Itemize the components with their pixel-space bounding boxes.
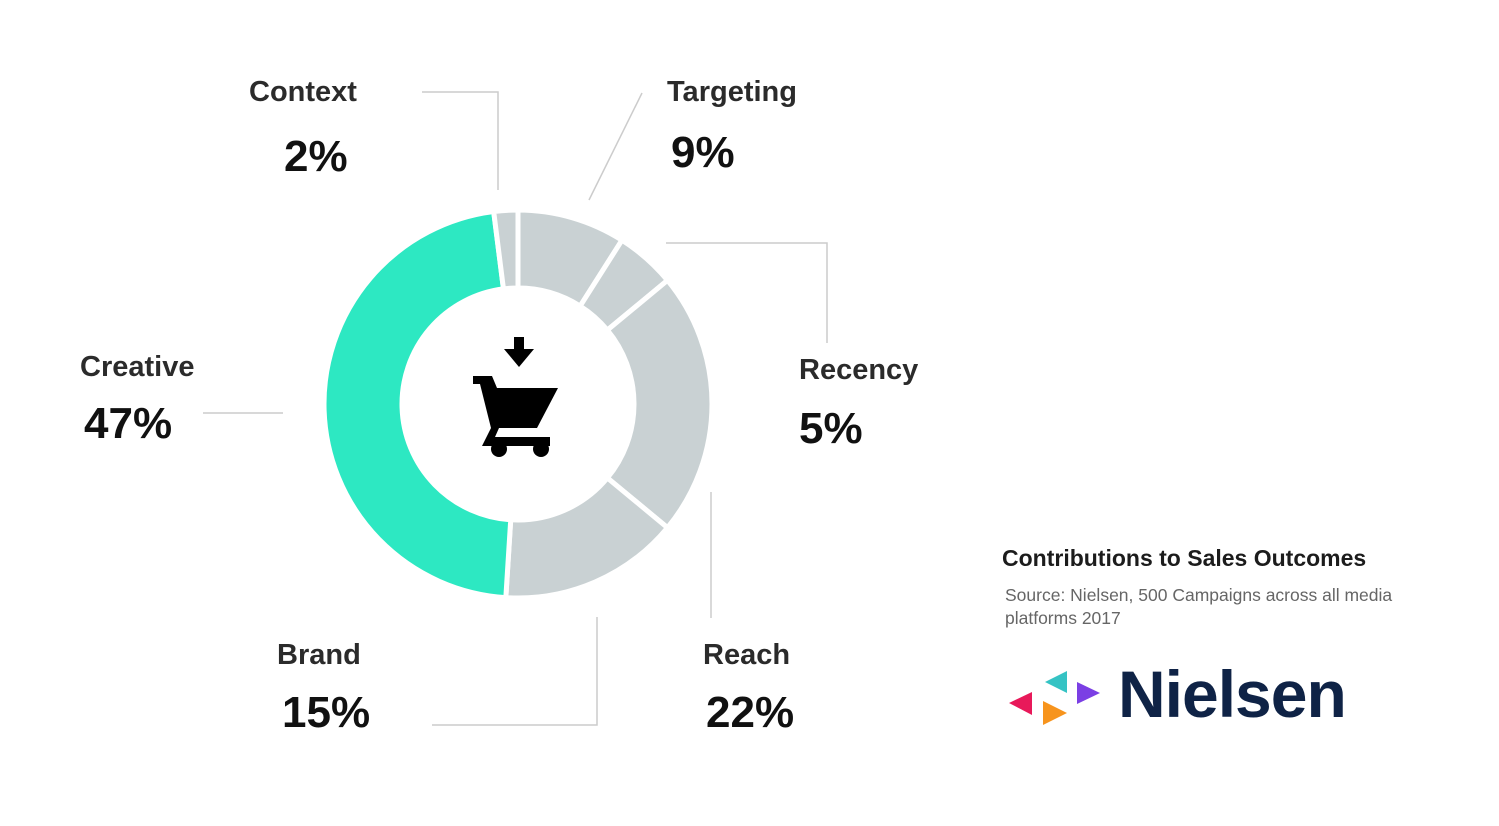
donut-slices bbox=[321, 207, 715, 601]
slice-reach bbox=[604, 277, 715, 531]
label-brand: Brand bbox=[277, 639, 361, 671]
label-creative: Creative bbox=[80, 351, 195, 383]
leader-line-brand bbox=[432, 617, 598, 726]
shopping-cart-add-icon bbox=[473, 337, 558, 457]
value-context: 2% bbox=[284, 132, 348, 181]
leader-line-targeting bbox=[588, 92, 643, 201]
logo-mark-purple bbox=[1077, 682, 1100, 704]
nielsen-logo-mark-icon bbox=[1009, 671, 1100, 725]
logo-mark-teal bbox=[1045, 671, 1067, 693]
chart-source: Source: Nielsen, 500 Campaigns across al… bbox=[1005, 585, 1393, 628]
label-reach: Reach bbox=[703, 639, 791, 671]
value-creative: 47% bbox=[84, 399, 173, 448]
label-context: Context bbox=[249, 76, 357, 108]
label-recency: Recency bbox=[799, 354, 919, 386]
leader-line-context bbox=[422, 91, 499, 190]
chart-title: Contributions to Sales Outcomes bbox=[1002, 545, 1367, 571]
logo-mark-orange bbox=[1043, 701, 1067, 725]
nielsen-logo-wordmark: Nielsen bbox=[1118, 657, 1347, 731]
value-reach: 22% bbox=[706, 688, 795, 737]
logo-mark-red bbox=[1009, 692, 1032, 715]
slice-creative bbox=[321, 209, 514, 601]
label-targeting: Targeting bbox=[667, 76, 797, 108]
leader-lines bbox=[203, 91, 828, 726]
leader-line-recency bbox=[666, 242, 828, 343]
value-targeting: 9% bbox=[671, 128, 735, 177]
value-recency: 5% bbox=[799, 404, 863, 453]
slice-context bbox=[491, 207, 521, 292]
value-brand: 15% bbox=[282, 688, 371, 737]
